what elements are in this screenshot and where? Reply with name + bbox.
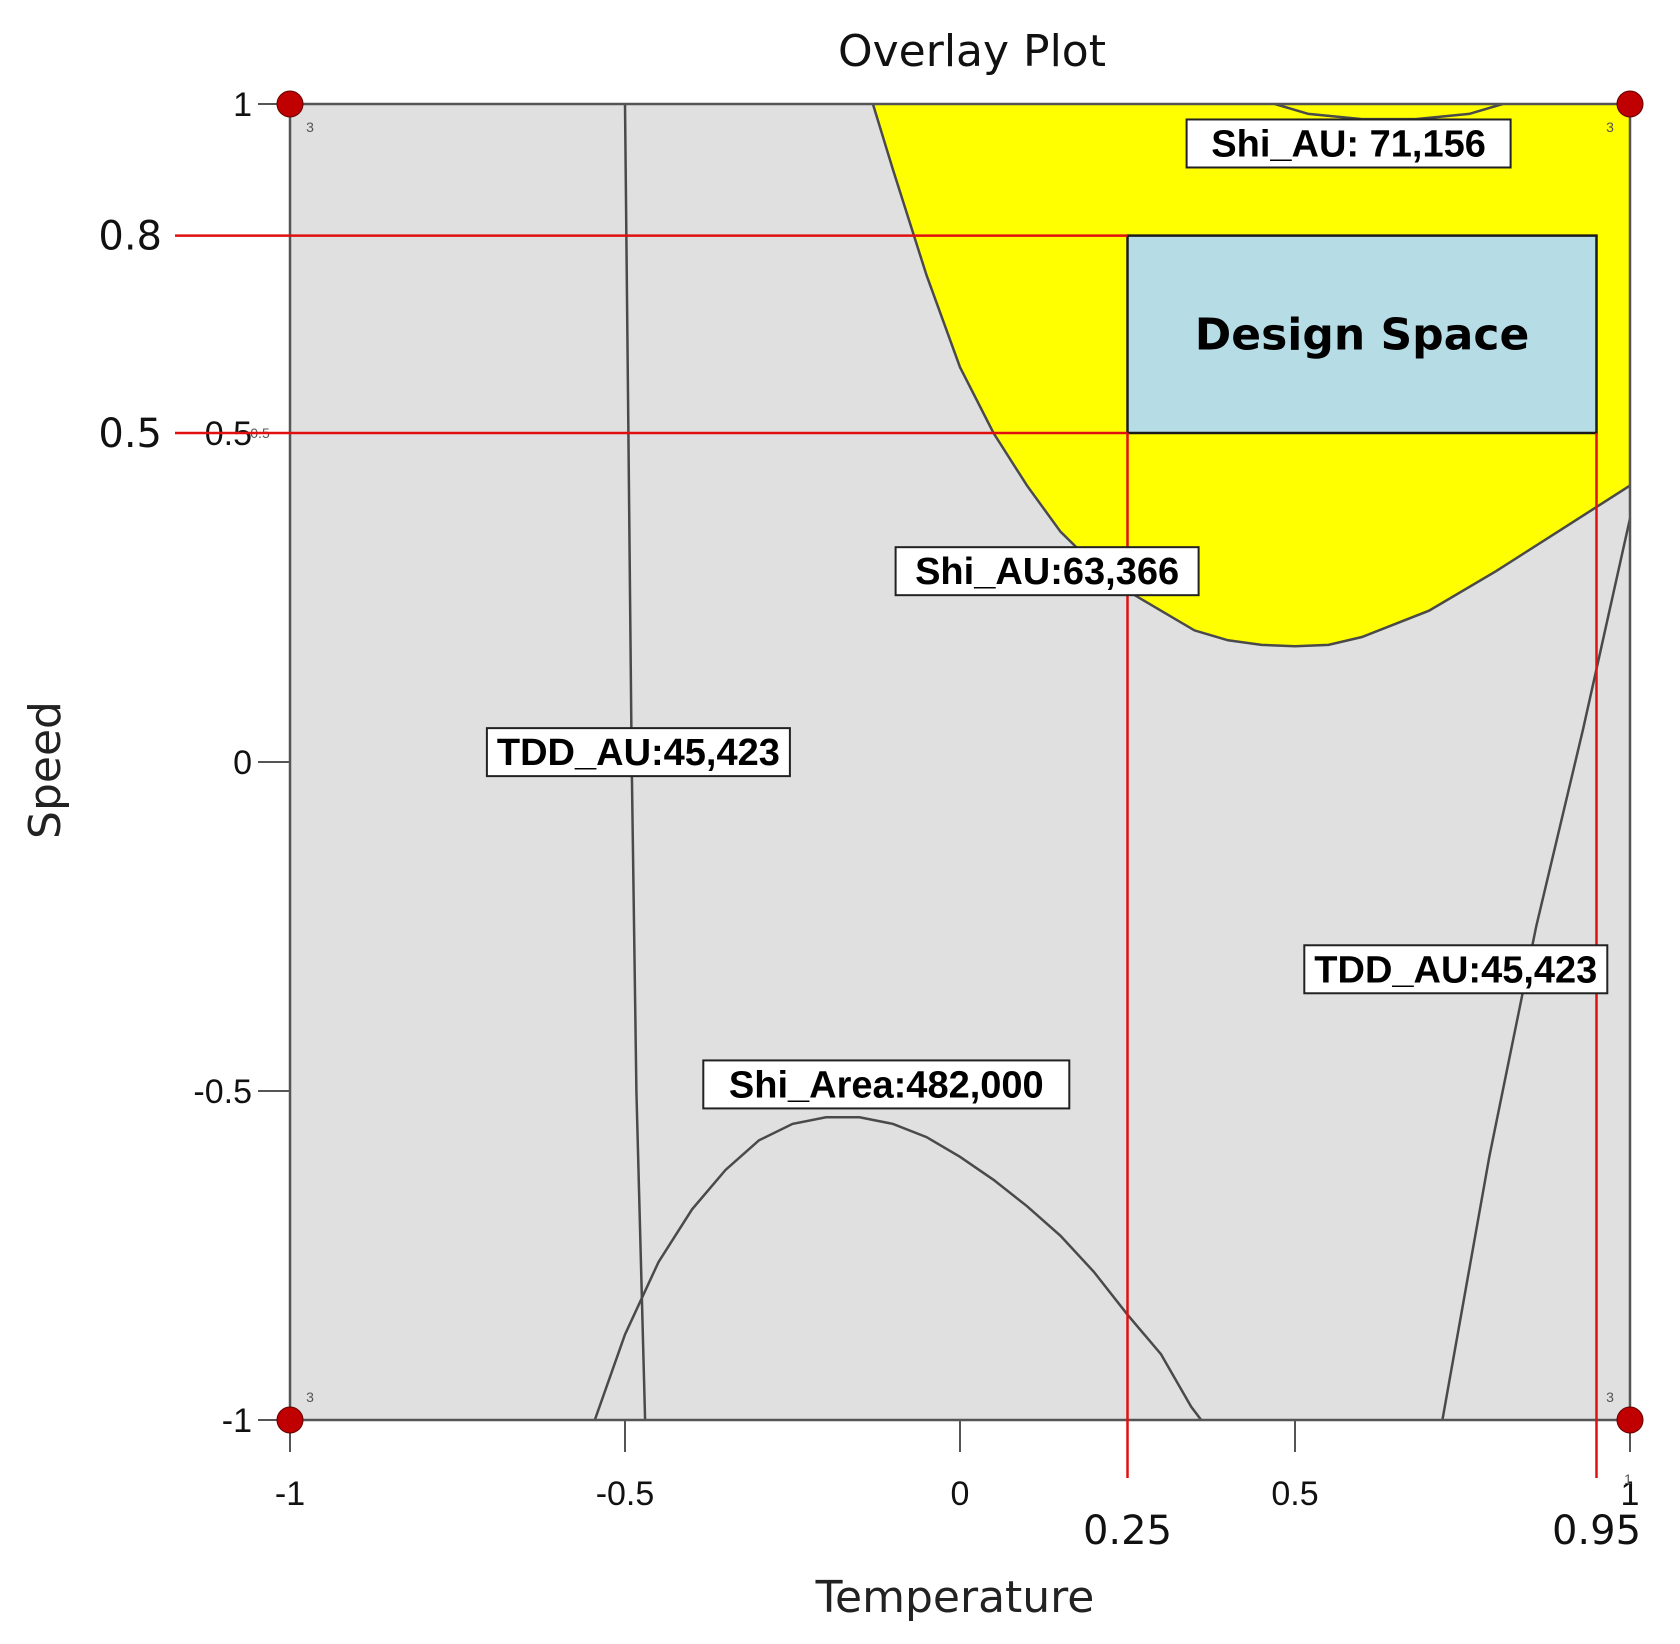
- contour-label-box: [894, 546, 1200, 597]
- design-point: [1616, 90, 1644, 118]
- contour-line: [871, 103, 1631, 648]
- plot-area: Design Space-1-1-0.5-0.5000.50.5110.50.8…: [98, 86, 1644, 1554]
- y-reference-label: 0.5: [98, 411, 162, 457]
- y-reference-label: 0.8: [98, 214, 162, 260]
- y-tick-label: -0.5: [193, 1073, 252, 1111]
- x-tick-label: 0: [951, 1475, 970, 1513]
- design-space-label: Design Space: [1195, 309, 1530, 360]
- y-tick-label: 1: [233, 86, 252, 124]
- y-tick-label: 0: [233, 744, 252, 782]
- contour-line: [1441, 518, 1632, 1421]
- contour-label-box: [1185, 118, 1512, 169]
- design-point-count: 3: [306, 119, 314, 135]
- contour-label: TDD_AU:45,423: [497, 732, 780, 774]
- x-tick-label: -0.5: [596, 1475, 655, 1513]
- design-point: [1616, 1406, 1644, 1434]
- chart-title: Overlay Plot: [838, 26, 1106, 77]
- design-space-region: [1126, 234, 1598, 435]
- design-point-count: 3: [306, 1389, 314, 1405]
- contour-label-box: [1303, 944, 1609, 995]
- x-tick-label: -1: [275, 1475, 305, 1513]
- contour-label: Shi_AU: 71,156: [1211, 123, 1486, 165]
- corner-mark: 1: [1624, 1471, 1632, 1487]
- contour-label-box: [702, 1059, 1071, 1110]
- x-reference-label: 0.95: [1552, 1508, 1641, 1554]
- contour-label: Shi_AU:63,366: [915, 551, 1179, 593]
- y-axis-title: Speed: [20, 701, 71, 839]
- x-tick-label: 0.5: [1271, 1475, 1318, 1513]
- contour-label-box: [485, 727, 791, 778]
- design-point-count: 3: [1606, 1389, 1614, 1405]
- y-tick-label: -1: [222, 1402, 252, 1440]
- contour-line: [593, 1116, 1203, 1421]
- design-point: [276, 90, 304, 118]
- contour-label: Shi_Area:482,000: [729, 1064, 1044, 1106]
- contour-label: TDD_AU:45,423: [1314, 949, 1597, 991]
- x-reference-label: 0.25: [1083, 1508, 1172, 1554]
- design-point: [276, 1406, 304, 1434]
- x-tick-label: 1: [1621, 1475, 1640, 1513]
- x-axis-title: Temperature: [815, 1572, 1095, 1623]
- design-point-count: 3: [1606, 119, 1614, 135]
